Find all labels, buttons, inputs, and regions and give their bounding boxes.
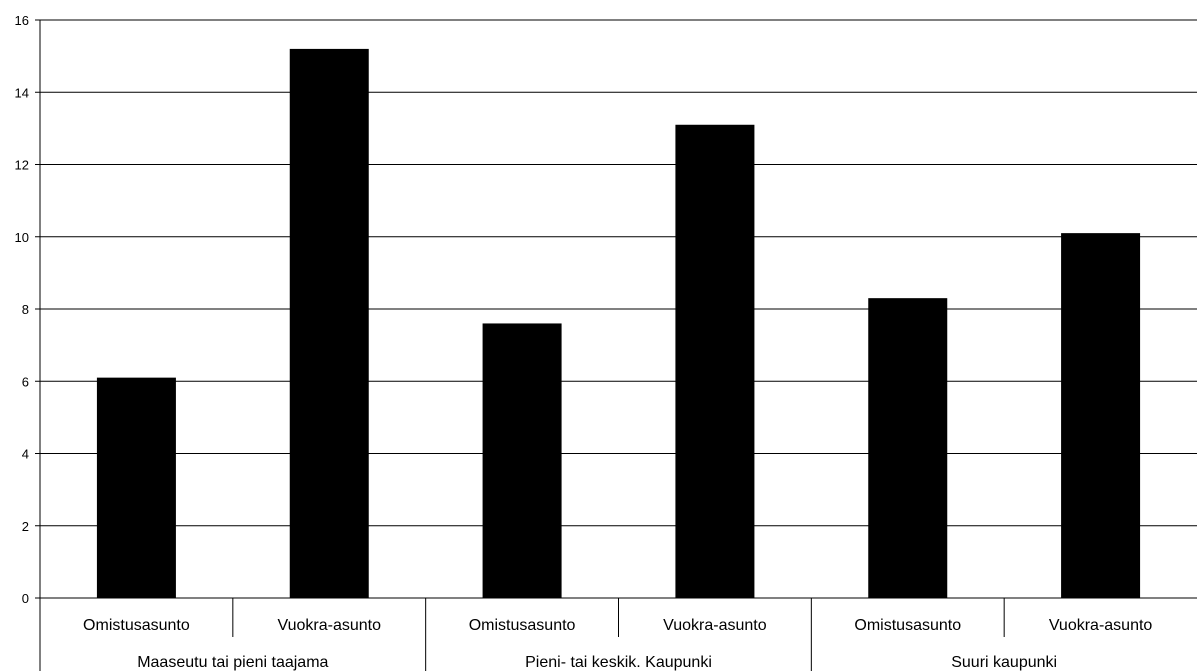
- y-tick-label: 6: [22, 374, 29, 389]
- y-tick-label: 16: [15, 13, 29, 28]
- y-tick-label: 2: [22, 519, 29, 534]
- category-label: Vuokra-asunto: [1049, 617, 1153, 634]
- gridlines: [40, 19, 1197, 599]
- category-label: Omistusasunto: [469, 617, 576, 634]
- y-tick-labels: 0 2 4 6 8 10 12 14 16: [15, 13, 29, 606]
- category-labels: Omistusasunto Vuokra-asunto Omistusasunto V…: [83, 617, 1152, 634]
- bar: [482, 323, 562, 598]
- y-tick-label: 8: [22, 302, 29, 317]
- bar: [675, 124, 755, 598]
- y-tick-label: 14: [15, 85, 29, 100]
- bars: [96, 48, 1141, 598]
- bar: [289, 48, 369, 598]
- group-label: Suuri kaupunki: [951, 654, 1057, 671]
- category-label: Omistusasunto: [83, 617, 190, 634]
- axes: [35, 19, 1197, 671]
- bar: [868, 298, 948, 598]
- category-label: Omistusasunto: [854, 617, 961, 634]
- bar: [1061, 233, 1141, 598]
- group-labels: Maaseutu tai pieni taajama Pieni- tai kes…: [137, 654, 1057, 671]
- y-tick-label: 4: [22, 447, 29, 462]
- group-label: Maaseutu tai pieni taajama: [137, 654, 328, 671]
- category-label: Vuokra-asunto: [663, 617, 767, 634]
- bar: [96, 377, 176, 598]
- y-tick-label: 12: [15, 158, 29, 173]
- group-label: Pieni- tai keskik. Kaupunki: [525, 654, 712, 671]
- y-tick-label: 0: [22, 591, 29, 606]
- category-label: Vuokra-asunto: [278, 617, 382, 634]
- y-tick-label: 10: [15, 230, 29, 245]
